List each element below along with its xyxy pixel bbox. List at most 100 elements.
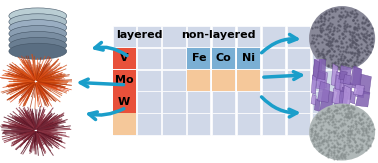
Polygon shape bbox=[318, 81, 330, 102]
Polygon shape bbox=[313, 59, 320, 81]
FancyBboxPatch shape bbox=[262, 91, 285, 113]
FancyBboxPatch shape bbox=[212, 69, 235, 91]
FancyBboxPatch shape bbox=[113, 91, 136, 113]
FancyBboxPatch shape bbox=[187, 91, 211, 113]
FancyBboxPatch shape bbox=[187, 48, 211, 69]
FancyBboxPatch shape bbox=[187, 69, 211, 91]
FancyBboxPatch shape bbox=[312, 91, 335, 113]
Text: V: V bbox=[120, 53, 129, 63]
Polygon shape bbox=[339, 88, 346, 108]
FancyBboxPatch shape bbox=[163, 26, 186, 47]
Ellipse shape bbox=[9, 26, 67, 42]
FancyBboxPatch shape bbox=[138, 91, 161, 113]
Polygon shape bbox=[320, 89, 333, 113]
FancyBboxPatch shape bbox=[163, 69, 186, 91]
Text: Fe: Fe bbox=[192, 53, 206, 63]
Text: non-layered: non-layered bbox=[181, 30, 256, 40]
FancyBboxPatch shape bbox=[287, 69, 310, 91]
Polygon shape bbox=[334, 91, 349, 107]
FancyBboxPatch shape bbox=[212, 26, 235, 47]
Polygon shape bbox=[343, 74, 351, 85]
FancyBboxPatch shape bbox=[113, 113, 136, 135]
Polygon shape bbox=[339, 71, 347, 81]
FancyBboxPatch shape bbox=[237, 69, 260, 91]
FancyBboxPatch shape bbox=[287, 48, 310, 69]
FancyBboxPatch shape bbox=[113, 91, 136, 113]
FancyBboxPatch shape bbox=[262, 26, 285, 47]
Ellipse shape bbox=[9, 8, 67, 24]
Polygon shape bbox=[318, 57, 326, 80]
FancyBboxPatch shape bbox=[212, 69, 235, 91]
FancyBboxPatch shape bbox=[113, 113, 136, 135]
Polygon shape bbox=[319, 70, 327, 88]
FancyBboxPatch shape bbox=[138, 48, 161, 69]
FancyBboxPatch shape bbox=[262, 69, 285, 91]
FancyBboxPatch shape bbox=[212, 91, 235, 113]
Polygon shape bbox=[316, 71, 326, 90]
FancyBboxPatch shape bbox=[312, 26, 335, 47]
Polygon shape bbox=[341, 87, 347, 105]
Polygon shape bbox=[353, 84, 364, 96]
FancyBboxPatch shape bbox=[212, 113, 235, 135]
Polygon shape bbox=[355, 90, 370, 107]
Polygon shape bbox=[332, 88, 340, 104]
Polygon shape bbox=[335, 72, 342, 89]
Polygon shape bbox=[356, 74, 372, 94]
FancyBboxPatch shape bbox=[187, 69, 211, 91]
FancyBboxPatch shape bbox=[237, 48, 260, 69]
Polygon shape bbox=[314, 99, 320, 111]
FancyBboxPatch shape bbox=[113, 26, 136, 47]
FancyBboxPatch shape bbox=[138, 69, 161, 91]
FancyBboxPatch shape bbox=[138, 26, 161, 47]
FancyBboxPatch shape bbox=[312, 113, 335, 135]
FancyBboxPatch shape bbox=[287, 26, 310, 47]
Text: Mo: Mo bbox=[115, 75, 133, 85]
Polygon shape bbox=[350, 91, 355, 104]
Text: layered: layered bbox=[116, 30, 163, 40]
Ellipse shape bbox=[9, 20, 67, 36]
FancyBboxPatch shape bbox=[262, 48, 285, 69]
FancyBboxPatch shape bbox=[163, 91, 186, 113]
Polygon shape bbox=[336, 72, 344, 91]
FancyBboxPatch shape bbox=[287, 113, 310, 135]
FancyBboxPatch shape bbox=[237, 69, 260, 91]
Polygon shape bbox=[313, 56, 322, 80]
FancyBboxPatch shape bbox=[212, 48, 235, 69]
Polygon shape bbox=[339, 81, 352, 100]
FancyBboxPatch shape bbox=[187, 26, 211, 47]
FancyBboxPatch shape bbox=[138, 113, 161, 135]
FancyBboxPatch shape bbox=[187, 48, 211, 69]
Polygon shape bbox=[352, 66, 361, 89]
FancyBboxPatch shape bbox=[163, 113, 186, 135]
Ellipse shape bbox=[9, 14, 67, 30]
FancyBboxPatch shape bbox=[113, 69, 136, 91]
FancyBboxPatch shape bbox=[237, 48, 260, 69]
FancyBboxPatch shape bbox=[262, 113, 285, 135]
FancyBboxPatch shape bbox=[287, 91, 310, 113]
FancyBboxPatch shape bbox=[187, 113, 211, 135]
Text: Co: Co bbox=[216, 53, 232, 63]
Ellipse shape bbox=[9, 31, 67, 48]
FancyBboxPatch shape bbox=[237, 26, 260, 47]
FancyBboxPatch shape bbox=[212, 48, 235, 69]
Polygon shape bbox=[311, 94, 316, 105]
Polygon shape bbox=[350, 67, 362, 86]
Circle shape bbox=[309, 6, 375, 71]
Polygon shape bbox=[331, 64, 338, 86]
Text: W: W bbox=[118, 97, 130, 107]
Circle shape bbox=[309, 104, 375, 161]
Polygon shape bbox=[335, 75, 341, 92]
Text: Ni: Ni bbox=[242, 53, 255, 63]
FancyBboxPatch shape bbox=[237, 91, 260, 113]
Ellipse shape bbox=[9, 43, 67, 59]
FancyBboxPatch shape bbox=[312, 48, 335, 69]
FancyBboxPatch shape bbox=[113, 48, 136, 69]
Polygon shape bbox=[342, 85, 351, 108]
Polygon shape bbox=[311, 75, 316, 94]
Ellipse shape bbox=[9, 37, 67, 53]
FancyBboxPatch shape bbox=[163, 48, 186, 69]
FancyBboxPatch shape bbox=[312, 69, 335, 91]
FancyBboxPatch shape bbox=[113, 69, 136, 91]
FancyBboxPatch shape bbox=[113, 48, 136, 69]
Polygon shape bbox=[356, 87, 365, 98]
